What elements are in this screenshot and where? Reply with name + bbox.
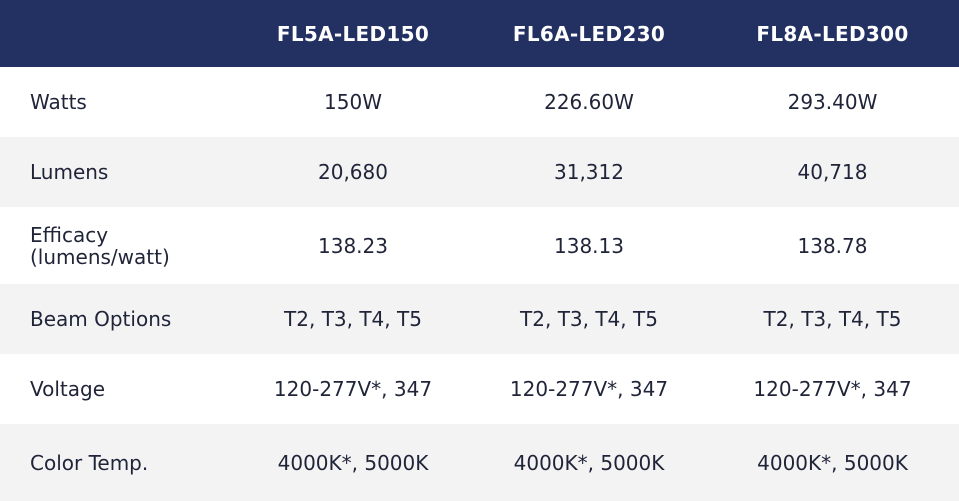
table-row-beam-options: Beam Options T2, T3, T4, T5 T2, T3, T4, … [0,284,959,354]
table-cell: T2, T3, T4, T5 [284,307,422,331]
row-label: Beam Options [30,307,172,331]
table-row-voltage: Voltage 120-277V*, 347 120-277V*, 347 12… [0,354,959,424]
row-label: Efficacy (lumens/watt) [30,222,170,269]
table-cell: 138.78 [797,233,868,258]
header-cell-empty [0,0,234,67]
table-cell: 31,312 [554,160,624,184]
header-cell-fl6a-led230: FL6A-LED230 [512,21,666,46]
table-cell: 120-277V*, 347 [273,377,433,401]
table-body: Watts 150W 226.60W 293.40W Lumens 20,680… [0,67,959,501]
table-cell: 226.60W [544,90,634,114]
table-cell: 40,718 [797,160,868,184]
table-cell: 138.23 [318,233,388,258]
table-row-lumens: Lumens 20,680 31,312 40,718 [0,137,959,207]
table-row-watts: Watts 150W 226.60W 293.40W [0,67,959,137]
header-cell-fl5a-led150: FL5A-LED150 [276,21,430,46]
table-cell: 120-277V*, 347 [509,377,669,401]
row-label: Voltage [30,377,106,401]
header-row: FL5A-LED150 FL6A-LED230 FL8A-LED300 [0,0,959,67]
row-label: Lumens [30,160,109,184]
table-cell: T2, T3, T4, T5 [520,307,658,331]
table-row-color-temp: Color Temp. 4000K*, 5000K 4000K*, 5000K … [0,424,959,501]
table-cell: T2, T3, T4, T5 [763,307,902,331]
header-cell-fl8a-led300: FL8A-LED300 [756,21,909,46]
table-cell: 4000K*, 5000K [757,450,908,475]
row-label: Color Temp. [30,450,149,475]
table-cell: 120-277V*, 347 [753,377,912,401]
table-cell: 138.13 [554,233,624,258]
table-cell: 150W [324,90,382,114]
table-cell: 20,680 [318,160,388,184]
row-label: Watts [30,90,87,114]
table-header: FL5A-LED150 FL6A-LED230 FL8A-LED300 [0,0,959,67]
table-cell: 293.40W [787,90,878,114]
table-cell: 4000K*, 5000K [513,450,665,475]
table-row-efficacy: Efficacy (lumens/watt) 138.23 138.13 138… [0,207,959,284]
table-cell: 4000K*, 5000K [277,450,429,475]
